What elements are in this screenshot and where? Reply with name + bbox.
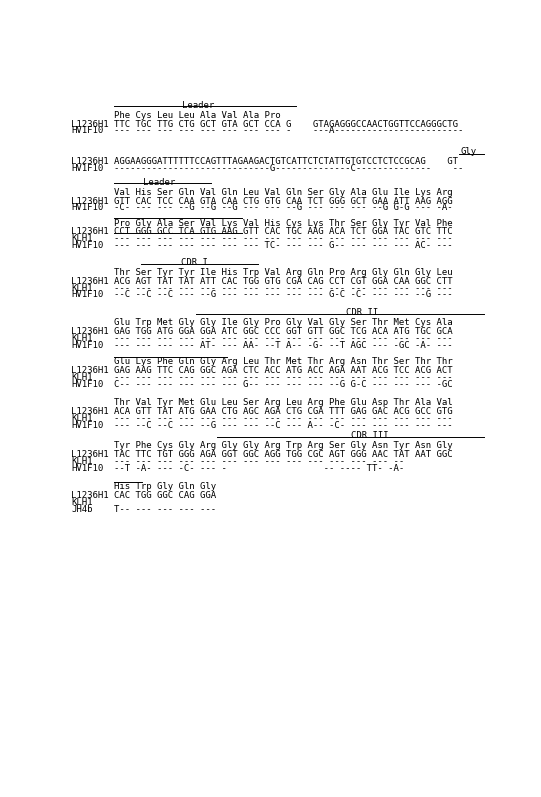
Text: His Trp Gly Gln Gly: His Trp Gly Gln Gly: [114, 482, 216, 491]
Text: ACA GTT TAT ATG GAA CTG AGC AGA CTG CGA TTT GAG GAC ACG GCC GTG: ACA GTT TAT ATG GAA CTG AGC AGA CTG CGA …: [114, 406, 453, 416]
Text: L1236H1: L1236H1: [71, 366, 109, 375]
Text: GTT CAC TCC CAA GTA CAA CTG GTG CAA TCT GGG GCT GAA ATT AAG AGG: GTT CAC TCC CAA GTA CAA CTG GTG CAA TCT …: [114, 197, 453, 206]
Text: L1236H1: L1236H1: [71, 157, 109, 167]
Text: CAC TGG GGC CAG GGA: CAC TGG GGC CAG GGA: [114, 491, 216, 500]
Text: Phe Cys Leu Leu Ala Val Ala Pro: Phe Cys Leu Leu Ala Val Ala Pro: [114, 111, 281, 120]
Text: Thr Ser Tyr Tyr Ile His Trp Val Arg Gln Pro Arg Gly Gln Gly Leu: Thr Ser Tyr Tyr Ile His Trp Val Arg Gln …: [114, 268, 453, 277]
Text: CDR II: CDR II: [346, 308, 378, 317]
Text: CDR III: CDR III: [351, 431, 388, 441]
Text: CDR I: CDR I: [181, 258, 207, 267]
Text: --- --- --- --- --- --- --- --- -    ---A------------------------: --- --- --- --- --- --- --- --- - ---A--…: [114, 127, 464, 135]
Text: KLH1: KLH1: [71, 457, 93, 465]
Text: KLH1: KLH1: [71, 373, 93, 382]
Text: --- --- --- --- AT- --- AA- --T A-- -G- --T AGC --- -GC -A- ---: --- --- --- --- AT- --- AA- --T A-- -G- …: [114, 340, 453, 350]
Text: L1236H1: L1236H1: [71, 327, 109, 336]
Text: ACG AGT TAT TAT ATT CAC TGG GTG CGA CAG CCT CGT GGA CAA GGC CTT: ACG AGT TAT TAT ATT CAC TGG GTG CGA CAG …: [114, 277, 453, 285]
Text: L1236H1: L1236H1: [71, 406, 109, 416]
Text: Thr Val Tyr Met Glu Leu Ser Arg Leu Arg Phe Glu Asp Thr Ala Val: Thr Val Tyr Met Glu Leu Ser Arg Leu Arg …: [114, 398, 453, 407]
Text: Val His Ser Gln Val Gln Leu Val Gln Ser Gly Ala Glu Ile Lys Arg: Val His Ser Gln Val Gln Leu Val Gln Ser …: [114, 188, 453, 197]
Text: -C- --- --- --G --G --G --- --- --G --- --- --- --G G-G --- -A-: -C- --- --- --G --G --G --- --- --G --- …: [114, 203, 453, 213]
Text: HV1F10: HV1F10: [71, 241, 104, 250]
Text: AGGAAGGGATTTTTTCCAGTTTAGAAGACTGTCATTCTCTATTGTGTCCTCTCCGCAG    GT: AGGAAGGGATTTTTTCCAGTTTAGAAGACTGTCATTCTCT…: [114, 157, 458, 167]
Text: L1236H1: L1236H1: [71, 450, 109, 459]
Text: Pro Gly Ala Ser Val Lys Val His Cys Lys Thr Ser Gly Tyr Val Phe: Pro Gly Ala Ser Val Lys Val His Cys Lys …: [114, 219, 453, 228]
Text: L1236H1: L1236H1: [71, 227, 109, 236]
Text: L1236H1: L1236H1: [71, 197, 109, 206]
Text: --- --- --- --- --- --- --- --- --- --- --- --- --- --: --- --- --- --- --- --- --- --- --- --- …: [114, 457, 404, 465]
Text: GAG TGG ATG GGA GGA ATC GGC CCC GGT GTT GGC TCG ACA ATG TGC GCA: GAG TGG ATG GGA GGA ATC GGC CCC GGT GTT …: [114, 327, 453, 336]
Text: KLH1: KLH1: [71, 414, 93, 422]
Text: JH4b: JH4b: [71, 505, 93, 513]
Text: Glu Trp Met Gly Gly Ile Gly Pro Gly Val Gly Ser Thr Met Cys Ala: Glu Trp Met Gly Gly Ile Gly Pro Gly Val …: [114, 318, 453, 328]
Text: KLH1: KLH1: [71, 497, 93, 507]
Text: --- --- --- --- --- --- --- TC- --- --- G-- --- --- --- AC- ---: --- --- --- --- --- --- --- TC- --- --- …: [114, 241, 453, 250]
Text: HV1F10: HV1F10: [71, 340, 104, 350]
Text: HV1F10: HV1F10: [71, 203, 104, 213]
Text: --C --C --C --- --G --- --- --- --- --- G-C -C- --- --- --G ---: --C --C --C --- --G --- --- --- --- --- …: [114, 290, 453, 300]
Text: --- --- --- --- --- --- --- --- --- --- --- --- --- --- --- ---: --- --- --- --- --- --- --- --- --- --- …: [114, 334, 453, 343]
Text: HV1F10: HV1F10: [71, 379, 104, 389]
Text: CCT GGG GCC TCA GTG AAG GTT CAC TGC AAG ACA TCT GGA TAC GTC TTC: CCT GGG GCC TCA GTG AAG GTT CAC TGC AAG …: [114, 227, 453, 236]
Text: L1236H1: L1236H1: [71, 491, 109, 500]
Text: Leader: Leader: [182, 101, 214, 110]
Text: TTC TGC TTG CTG GCT GTA GCT CCA G    GTAGAGGGCCAACTGGTTCCAGGGCTG: TTC TGC TTG CTG GCT GTA GCT CCA G GTAGAG…: [114, 120, 458, 128]
Text: --- --- --- --- --- --- --- --- --- --- --- --- --- --- --- ---: --- --- --- --- --- --- --- --- --- --- …: [114, 234, 453, 243]
Text: GAG AAG TTC CAG GGC AGA CTC ACC ATG ACC AGA AAT ACG TCC ACG ACT: GAG AAG TTC CAG GGC AGA CTC ACC ATG ACC …: [114, 366, 453, 375]
Text: --- --- --- --- --- --- --- --- --- --- --- --- --- --- --- ---: --- --- --- --- --- --- --- --- --- --- …: [114, 284, 453, 292]
Text: KLH1: KLH1: [71, 234, 93, 243]
Text: HV1F10: HV1F10: [71, 464, 104, 473]
Text: --- --- --- --- --- --- --- --- --- --- --- --- --- --- --- ---: --- --- --- --- --- --- --- --- --- --- …: [114, 373, 453, 382]
Text: HV1F10: HV1F10: [71, 127, 104, 135]
Text: HV1F10: HV1F10: [71, 421, 104, 430]
Text: HV1F10: HV1F10: [71, 290, 104, 300]
Text: C-- --- --- --- --- --- G-- --- --- --- --G G-C --- --- --- -GC: C-- --- --- --- --- --- G-- --- --- --- …: [114, 379, 453, 389]
Text: --T -A- --- -C- --- -                  -- ---- TT- -A-: --T -A- --- -C- --- - -- ---- TT- -A-: [114, 464, 404, 473]
Text: --- --- --- --- --- --- --- --- --- --- --- --- --- --- --- ---: --- --- --- --- --- --- --- --- --- --- …: [114, 414, 453, 422]
Text: -----------------------------G--------------C--------------    --: -----------------------------G----------…: [114, 164, 464, 173]
Text: KLH1: KLH1: [71, 334, 93, 343]
Text: L1236H1: L1236H1: [71, 277, 109, 285]
Text: --- --C --C --- --G --- --- --C --- A-- -C- --- --- --- --- ---: --- --C --C --- --G --- --- --C --- A-- …: [114, 421, 453, 430]
Text: Leader: Leader: [143, 178, 175, 187]
Text: Glu Lys Phe Gln Gly Arg Leu Thr Met Thr Arg Asn Thr Ser Thr Thr: Glu Lys Phe Gln Gly Arg Leu Thr Met Thr …: [114, 357, 453, 367]
Text: Gly: Gly: [460, 147, 477, 156]
Text: Tyr Phe Cys Gly Arg Gly Gly Arg Trp Arg Ser Gly Asn Tyr Asn Gly: Tyr Phe Cys Gly Arg Gly Gly Arg Trp Arg …: [114, 442, 453, 450]
Text: KLH1: KLH1: [71, 284, 93, 292]
Text: T-- --- --- --- ---: T-- --- --- --- ---: [114, 505, 216, 513]
Text: HV1F10: HV1F10: [71, 164, 104, 173]
Text: L1236H1: L1236H1: [71, 120, 109, 128]
Text: TAC TTC TGT GGG AGA GGT GGC AGG TGG CGC AGT GGG AAC TAT AAT GGC: TAC TTC TGT GGG AGA GGT GGC AGG TGG CGC …: [114, 450, 453, 459]
